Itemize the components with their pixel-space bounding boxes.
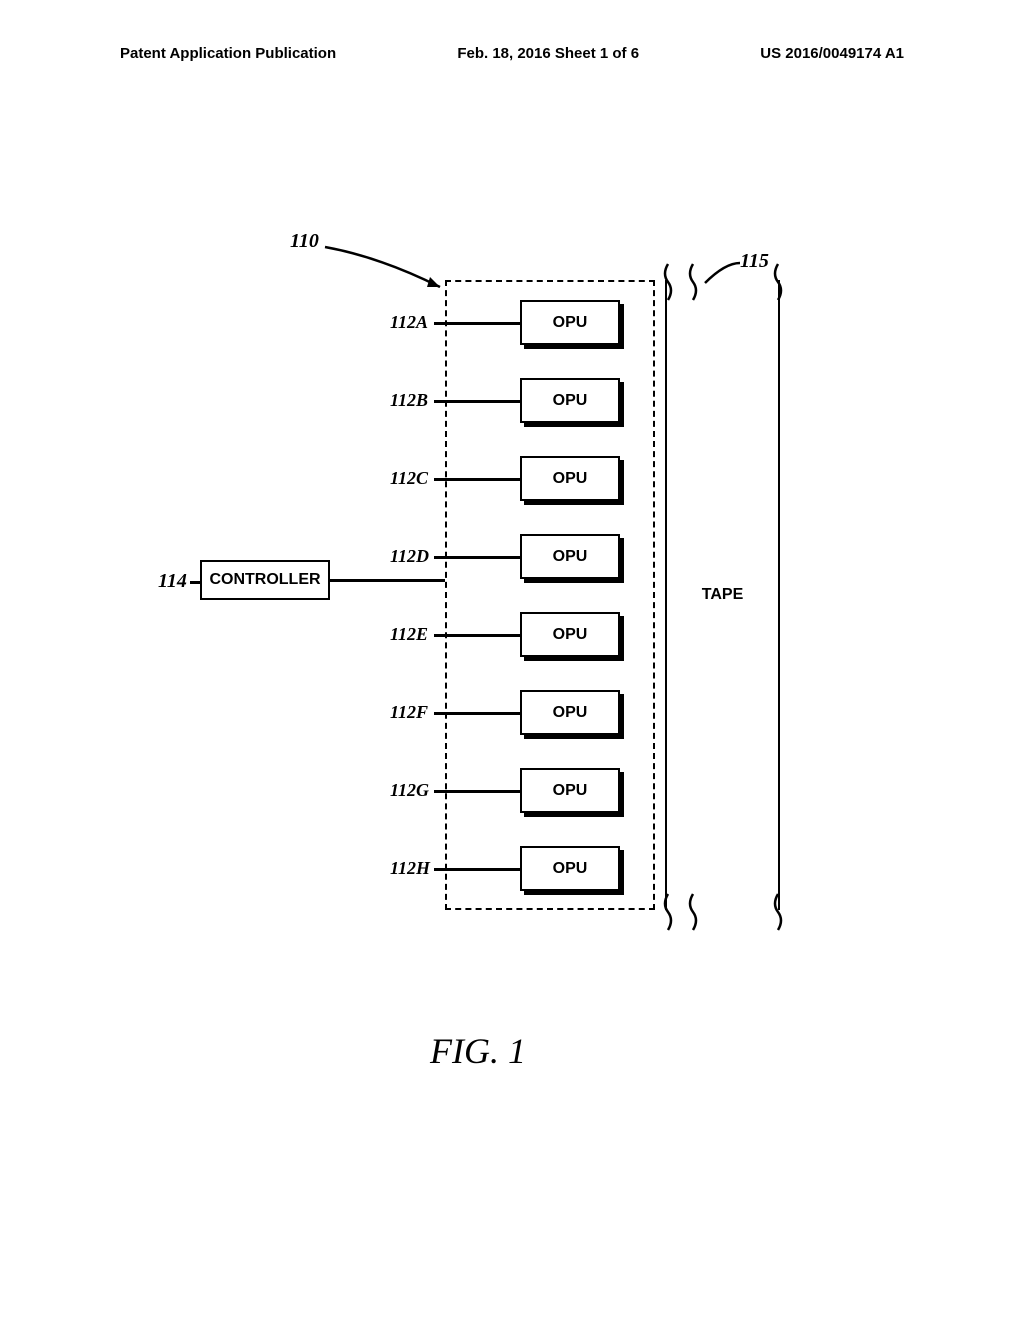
tape-box: TAPE	[665, 280, 780, 910]
opu-leader	[434, 634, 520, 637]
opu-box: OPU	[520, 456, 620, 501]
opu-box: OPU	[520, 300, 620, 345]
opu-leader	[434, 556, 520, 559]
opu-leader	[434, 478, 520, 481]
opu-label: 112E	[390, 624, 428, 645]
controller-leader	[190, 581, 200, 584]
tape-break-bot-right	[770, 892, 790, 932]
opu-label: 112F	[390, 702, 428, 723]
header-right: US 2016/0049174 A1	[760, 45, 904, 62]
opu-label: 112H	[390, 858, 430, 879]
opu-label: 112C	[390, 468, 428, 489]
opu-label: 112A	[390, 312, 428, 333]
controller-to-opu-line	[330, 579, 445, 582]
opu-label: 112D	[390, 546, 429, 567]
header-center: Feb. 18, 2016 Sheet 1 of 6	[457, 45, 639, 62]
opu-box: OPU	[520, 846, 620, 891]
opu-label: 112G	[390, 780, 429, 801]
assembly-arrow	[320, 242, 460, 302]
opu-box: OPU	[520, 768, 620, 813]
opu-label: 112B	[390, 390, 428, 411]
opu-box: OPU	[520, 534, 620, 579]
figure-caption: FIG. 1	[430, 1030, 526, 1072]
opu-leader	[434, 790, 520, 793]
opu-box: OPU	[520, 612, 620, 657]
header-left: Patent Application Publication	[120, 45, 336, 62]
opu-leader	[434, 868, 520, 871]
page-header: Patent Application Publication Feb. 18, …	[0, 45, 1024, 62]
opu-leader	[434, 400, 520, 403]
assembly-label: 110	[290, 230, 319, 253]
tape-break-top-left	[660, 262, 680, 302]
tape-break-bot-left2	[685, 892, 705, 932]
opu-box: OPU	[520, 378, 620, 423]
opu-box: OPU	[520, 690, 620, 735]
tape-break-top-right	[770, 262, 790, 302]
opu-leader	[434, 322, 520, 325]
tape-leader	[700, 258, 745, 288]
tape-break-bot-left	[660, 892, 680, 932]
controller-label-num: 114	[158, 570, 187, 593]
controller-box: CONTROLLER	[200, 560, 330, 600]
diagram-area: 110 114 CONTROLLER OPU 112A OPU 112B OPU 112C…	[0, 230, 1024, 1010]
opu-leader	[434, 712, 520, 715]
